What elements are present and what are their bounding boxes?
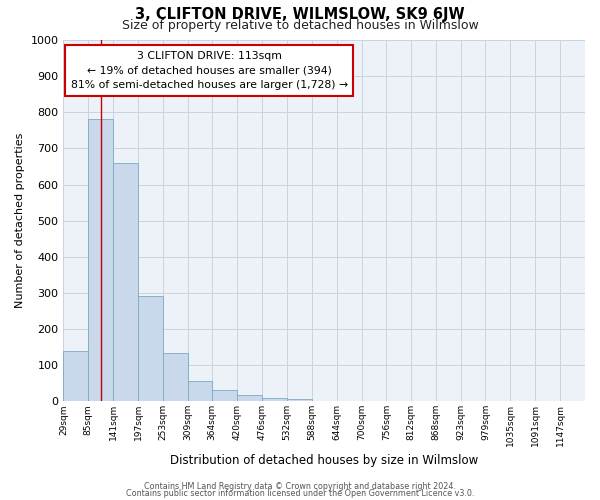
Bar bbox=[212, 390, 237, 402]
Text: Size of property relative to detached houses in Wilmslow: Size of property relative to detached ho… bbox=[122, 18, 478, 32]
Text: 3 CLIFTON DRIVE: 113sqm
← 19% of detached houses are smaller (394)
81% of semi-d: 3 CLIFTON DRIVE: 113sqm ← 19% of detache… bbox=[71, 51, 348, 90]
Bar bbox=[88, 120, 113, 402]
Bar bbox=[262, 398, 287, 402]
Bar bbox=[64, 350, 88, 402]
Bar bbox=[188, 382, 212, 402]
X-axis label: Distribution of detached houses by size in Wilmslow: Distribution of detached houses by size … bbox=[170, 454, 478, 468]
Bar bbox=[237, 395, 262, 402]
Bar bbox=[138, 296, 163, 402]
Text: Contains public sector information licensed under the Open Government Licence v3: Contains public sector information licen… bbox=[126, 489, 474, 498]
Bar bbox=[113, 163, 138, 402]
Text: Contains HM Land Registry data © Crown copyright and database right 2024.: Contains HM Land Registry data © Crown c… bbox=[144, 482, 456, 491]
Bar bbox=[163, 353, 188, 402]
Text: 3, CLIFTON DRIVE, WILMSLOW, SK9 6JW: 3, CLIFTON DRIVE, WILMSLOW, SK9 6JW bbox=[135, 8, 465, 22]
Bar bbox=[287, 400, 312, 402]
Y-axis label: Number of detached properties: Number of detached properties bbox=[15, 133, 25, 308]
